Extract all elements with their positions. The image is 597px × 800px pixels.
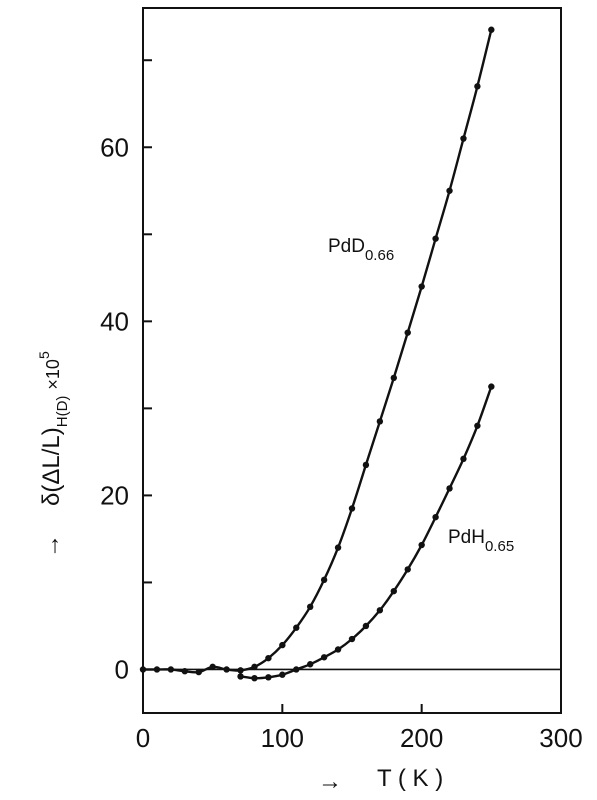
x-axis-label: T ( K ) bbox=[377, 765, 443, 792]
data-point-pdh-0-65 bbox=[251, 674, 258, 682]
data-point-pdh-0-65 bbox=[460, 455, 467, 463]
data-point-pdd-0-66 bbox=[418, 283, 425, 290]
y-tick-label: 60 bbox=[100, 132, 129, 162]
x-tick-label: 0 bbox=[136, 723, 150, 753]
y-axis-label: δ(ΔL/L)H(D)×105 bbox=[36, 351, 71, 506]
data-point-pdh-0-65 bbox=[265, 674, 272, 681]
data-point-pdd-0-66 bbox=[474, 83, 481, 90]
data-point-pdh-0-65 bbox=[488, 383, 495, 390]
series-line-pdd-0-66 bbox=[142, 29, 493, 674]
data-point-pdd-0-66 bbox=[139, 666, 147, 673]
x-ticks: 0 100 200 300 bbox=[136, 704, 583, 753]
y-tick-label: 20 bbox=[100, 480, 129, 510]
data-point-pdh-0-65 bbox=[362, 622, 370, 630]
y-tick-label: 0 bbox=[115, 654, 129, 684]
series-label-pdh: PdH0.65 bbox=[448, 527, 514, 555]
x-axis-arrow: → bbox=[318, 768, 342, 795]
data-point-pdd-0-66 bbox=[432, 235, 439, 242]
data-point-pdh-0-65 bbox=[293, 666, 300, 673]
data-point-pdd-0-66 bbox=[348, 505, 356, 512]
data-point-pdd-0-66 bbox=[195, 668, 202, 676]
x-tick-label: 200 bbox=[400, 723, 443, 753]
series-label-pdd: PdD0.66 bbox=[328, 236, 394, 264]
data-point-pdh-0-65 bbox=[307, 661, 314, 668]
series-layer bbox=[139, 26, 495, 682]
data-point-pdd-0-66 bbox=[446, 187, 453, 194]
data-point-pdd-0-66 bbox=[404, 329, 411, 336]
y-tick-label: 40 bbox=[100, 306, 129, 336]
plot-frame bbox=[142, 7, 562, 714]
data-point-pdd-0-66 bbox=[223, 666, 230, 673]
data-point-pdd-0-66 bbox=[153, 666, 161, 673]
data-point-pdd-0-66 bbox=[265, 654, 272, 662]
data-point-pdd-0-66 bbox=[362, 461, 370, 469]
data-point-pdd-0-66 bbox=[307, 603, 314, 611]
x-tick-label: 100 bbox=[261, 723, 304, 753]
data-point-pdd-0-66 bbox=[376, 418, 384, 425]
data-point-pdh-0-65 bbox=[446, 485, 453, 492]
data-point-pdh-0-65 bbox=[348, 635, 356, 643]
data-point-pdh-0-65 bbox=[474, 422, 481, 429]
data-point-pdd-0-66 bbox=[167, 666, 175, 673]
y-axis-arrow: → bbox=[38, 534, 65, 558]
data-point-pdh-0-65 bbox=[320, 654, 328, 661]
data-point-pdd-0-66 bbox=[293, 624, 300, 631]
data-point-pdd-0-66 bbox=[209, 663, 216, 671]
data-point-pdh-0-65 bbox=[279, 671, 286, 678]
data-point-pdd-0-66 bbox=[460, 135, 467, 142]
data-point-pdd-0-66 bbox=[237, 667, 244, 674]
data-point-pdh-0-65 bbox=[390, 587, 397, 595]
data-point-pdd-0-66 bbox=[181, 668, 188, 675]
data-point-pdh-0-65 bbox=[418, 541, 425, 549]
data-point-pdd-0-66 bbox=[334, 544, 342, 551]
data-point-pdd-0-66 bbox=[390, 374, 397, 382]
data-point-pdh-0-65 bbox=[404, 566, 411, 573]
data-point-pdd-0-66 bbox=[320, 576, 328, 584]
data-point-pdd-0-66 bbox=[488, 26, 495, 33]
data-point-pdh-0-65 bbox=[237, 673, 244, 680]
y-axis-title: → δ(ΔL/L)H(D)×105 bbox=[36, 351, 71, 558]
x-tick-label: 300 bbox=[539, 723, 582, 753]
data-point-pdh-0-65 bbox=[376, 607, 384, 614]
y-ticks: 0 20 40 60 bbox=[100, 59, 152, 684]
data-point-pdh-0-65 bbox=[334, 646, 342, 653]
data-point-pdd-0-66 bbox=[251, 663, 258, 671]
data-point-pdd-0-66 bbox=[279, 641, 286, 649]
x-axis-title: → T ( K ) bbox=[318, 765, 443, 795]
data-point-pdh-0-65 bbox=[432, 513, 439, 521]
